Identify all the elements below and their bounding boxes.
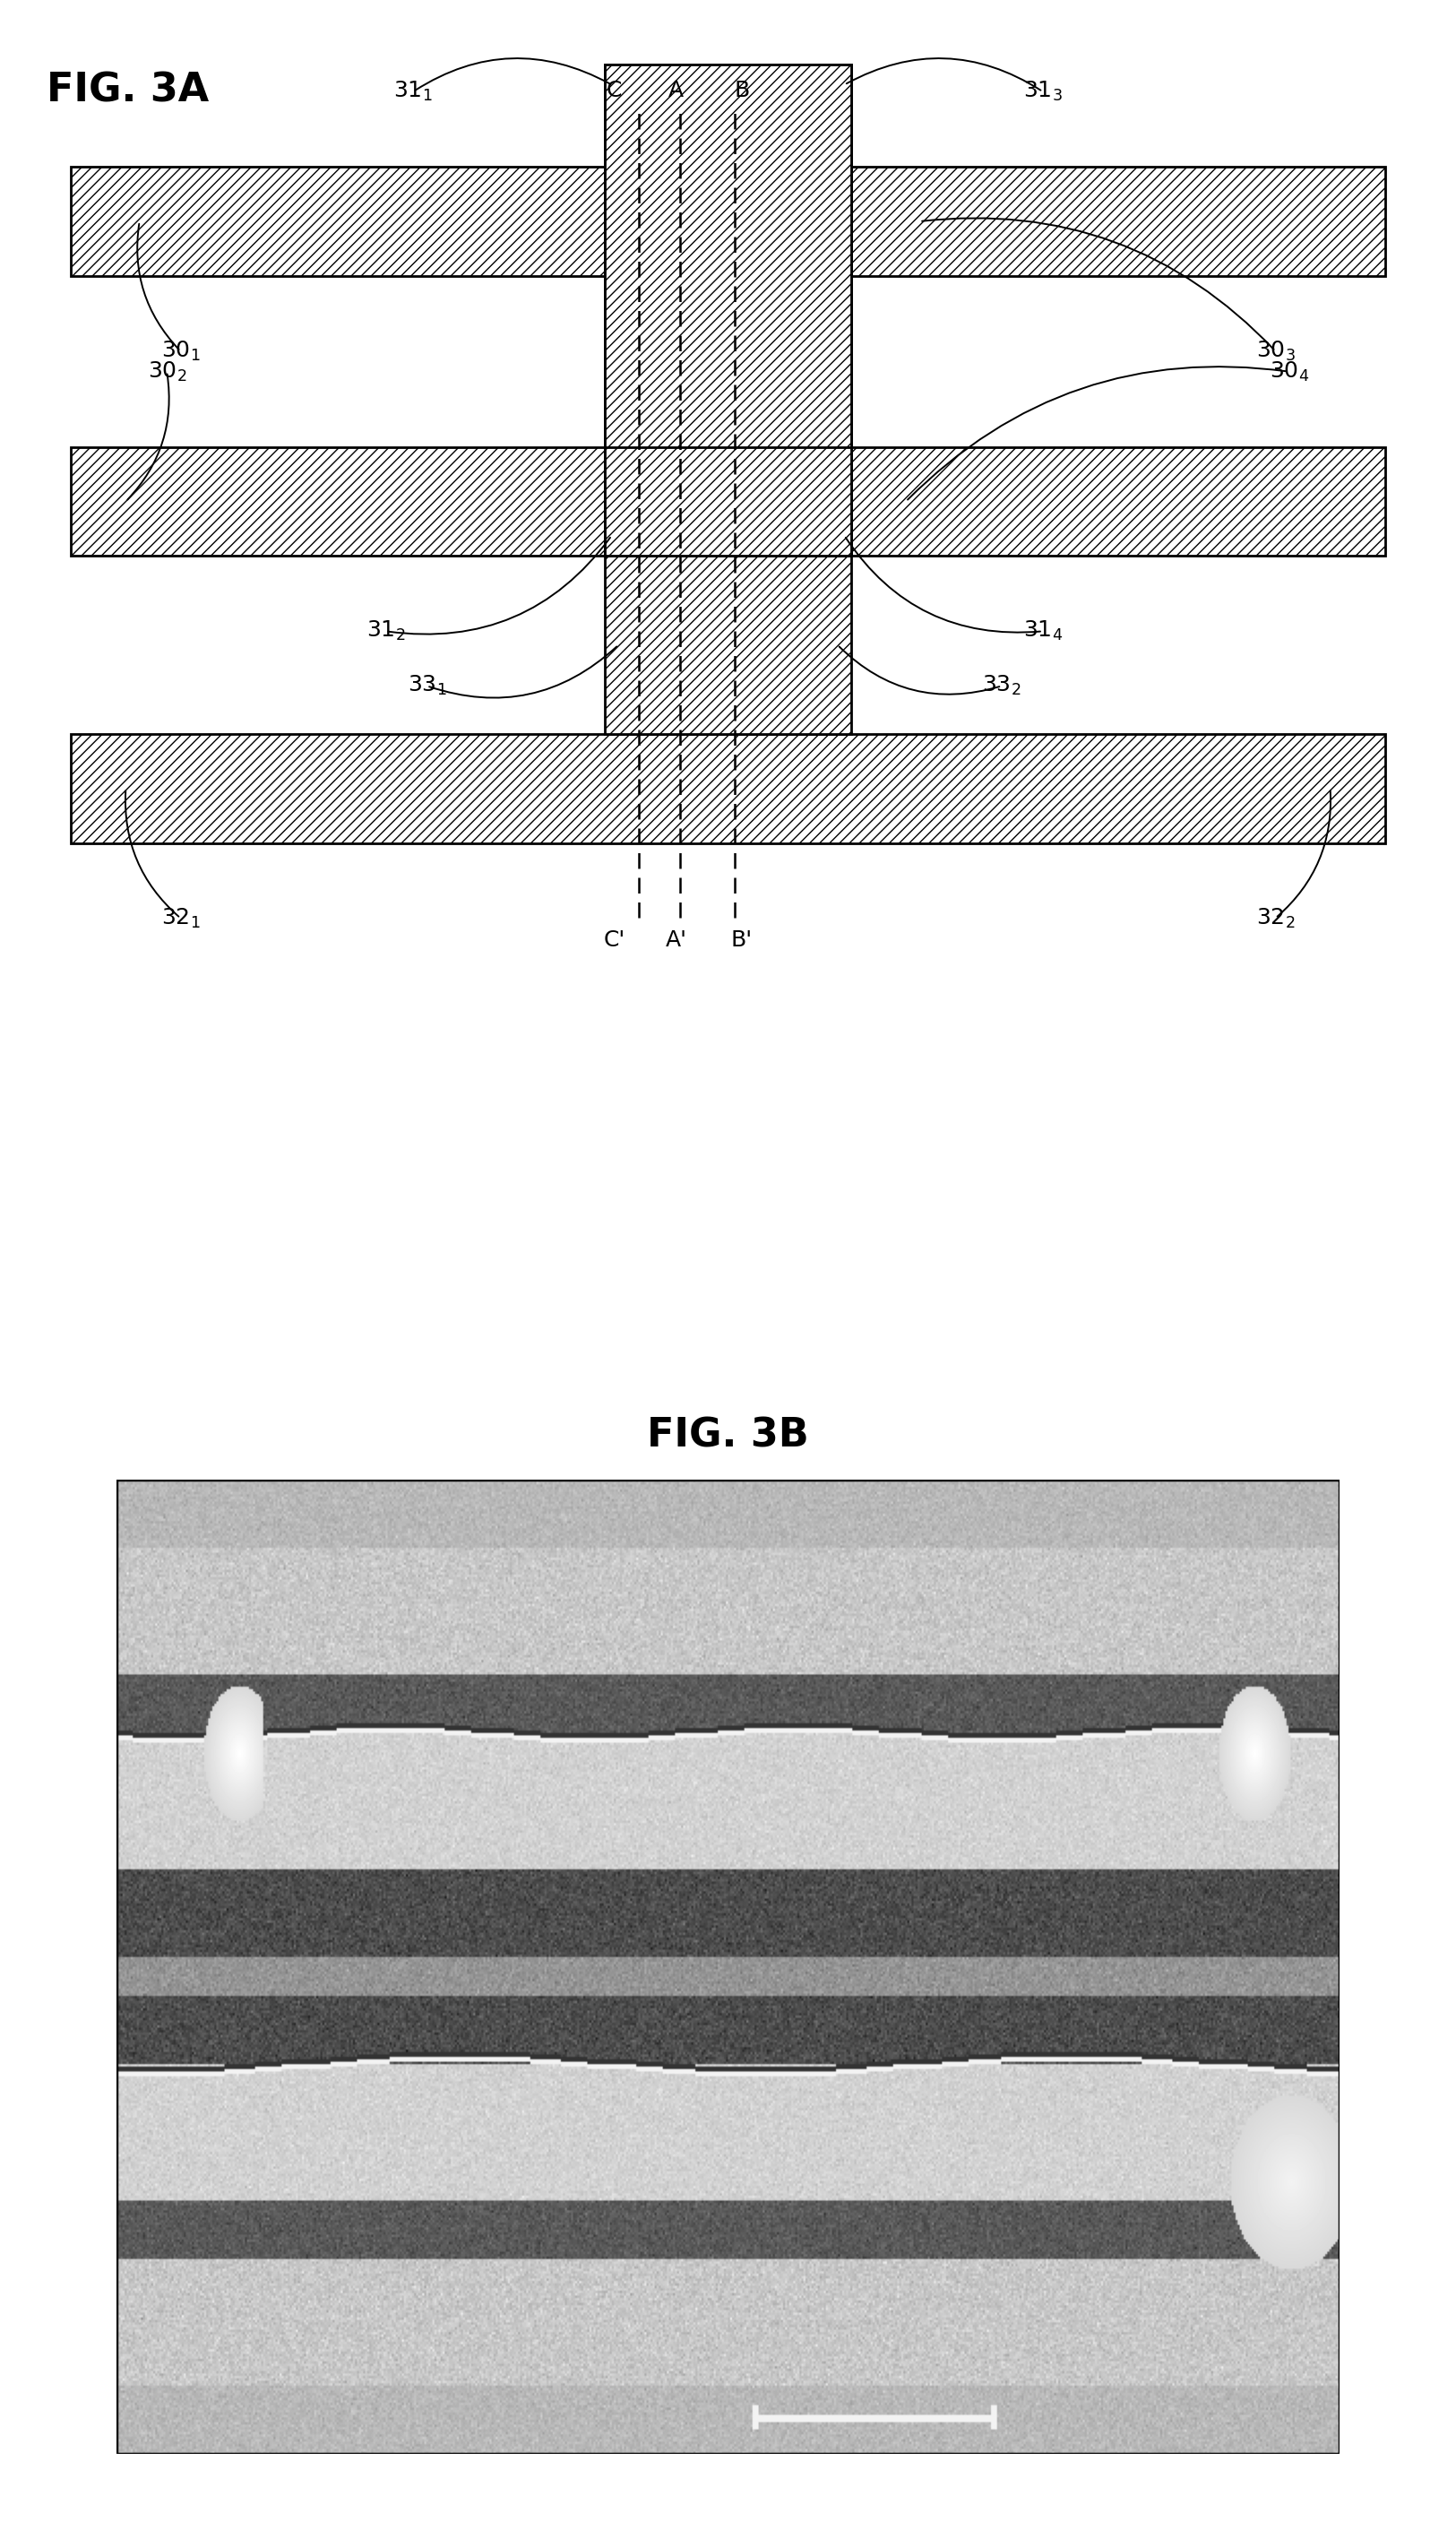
Bar bbox=[71, 167, 604, 276]
Bar bbox=[604, 63, 852, 448]
Text: $31_1$: $31_1$ bbox=[393, 81, 432, 104]
Text: $32_1$: $32_1$ bbox=[162, 906, 199, 931]
Text: A: A bbox=[668, 78, 684, 101]
Text: B': B' bbox=[731, 929, 753, 951]
Bar bbox=[852, 167, 1385, 276]
Text: FIG. 3B: FIG. 3B bbox=[646, 1417, 810, 1455]
Bar bbox=[604, 557, 852, 734]
Text: $33_2$: $33_2$ bbox=[983, 673, 1021, 698]
Bar bbox=[852, 448, 1385, 557]
Text: C': C' bbox=[604, 929, 625, 951]
Text: $32_2$: $32_2$ bbox=[1257, 906, 1294, 931]
Text: $31_2$: $31_2$ bbox=[367, 620, 405, 643]
Text: $30_2$: $30_2$ bbox=[147, 359, 186, 385]
Bar bbox=[604, 448, 852, 557]
Bar bbox=[604, 63, 852, 557]
Text: B: B bbox=[734, 78, 750, 101]
Text: $31_4$: $31_4$ bbox=[1024, 620, 1063, 643]
Text: $30_1$: $30_1$ bbox=[162, 339, 199, 362]
Text: FIG. 3A: FIG. 3A bbox=[47, 71, 208, 109]
Text: $30_4$: $30_4$ bbox=[1270, 359, 1309, 385]
Text: A': A' bbox=[665, 929, 687, 951]
Text: $33_1$: $33_1$ bbox=[408, 673, 447, 698]
Bar bbox=[71, 448, 604, 557]
Text: C: C bbox=[607, 78, 622, 101]
Text: $30_3$: $30_3$ bbox=[1257, 339, 1294, 362]
Bar bbox=[71, 734, 1385, 842]
Text: $31_3$: $31_3$ bbox=[1024, 81, 1063, 104]
